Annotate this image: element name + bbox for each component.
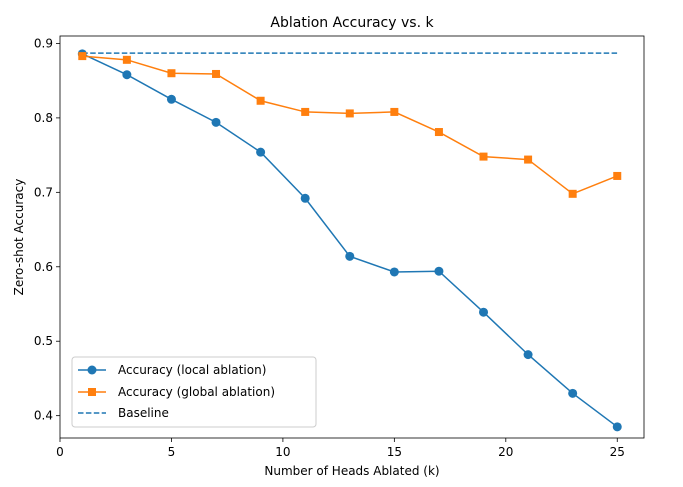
local-ablation-point [434,266,444,276]
y-tick-label: 0.9 [34,36,53,50]
legend-local-marker [87,365,97,375]
global-ablation-point [345,109,354,118]
y-tick-label: 0.6 [34,260,53,274]
global-ablation-point [568,189,577,198]
local-ablation-point [523,350,533,360]
local-ablation-point [211,117,221,127]
local-ablation-point [345,251,355,261]
global-ablation-point [613,171,622,180]
global-ablation-point [78,52,87,61]
legend: Accuracy (local ablation) Accuracy (glob… [71,356,317,428]
x-axis-label: Number of Heads Ablated (k) [264,464,439,478]
global-ablation-point [122,55,131,64]
legend-baseline-label: Baseline [118,406,169,420]
legend-global-marker [88,388,96,396]
legend-global-label: Accuracy (global ablation) [118,385,275,399]
global-ablation-point [167,69,176,78]
local-ablation-point [389,267,399,277]
x-axis-ticks: 0 5 10 15 20 25 [56,438,625,459]
y-axis-label: Zero-shot Accuracy [12,179,26,296]
global-ablation-point [390,107,399,116]
x-tick-label: 20 [498,445,513,459]
series-layer [77,49,622,432]
y-tick-label: 0.4 [34,409,53,423]
legend-local-label: Accuracy (local ablation) [118,363,266,377]
local-ablation-point [166,94,176,104]
global-ablation-point [434,128,443,137]
x-tick-label: 15 [387,445,402,459]
y-axis-ticks: 0.4 0.5 0.6 0.7 0.8 0.9 [34,36,60,423]
x-tick-label: 0 [56,445,64,459]
local-ablation-point [612,422,622,432]
local-ablation-point [479,307,489,317]
plot-frame [59,35,645,439]
x-tick-label: 25 [610,445,625,459]
local-ablation-point [568,388,578,398]
y-tick-label: 0.8 [34,111,53,125]
global-ablation-point [524,155,533,164]
local-ablation-point [300,193,310,203]
local-ablation-point [122,70,132,80]
local-ablation-point [256,147,266,157]
x-tick-label: 5 [168,445,176,459]
global-ablation-point [212,69,221,78]
chart-title: Ablation Accuracy vs. k [270,15,434,31]
y-tick-label: 0.7 [34,185,53,199]
global-ablation-point [479,152,488,161]
y-tick-label: 0.5 [34,334,53,348]
x-tick-label: 10 [275,445,290,459]
global-ablation-point [301,107,310,116]
legend-box [71,356,317,428]
global-ablation-point [256,96,265,105]
